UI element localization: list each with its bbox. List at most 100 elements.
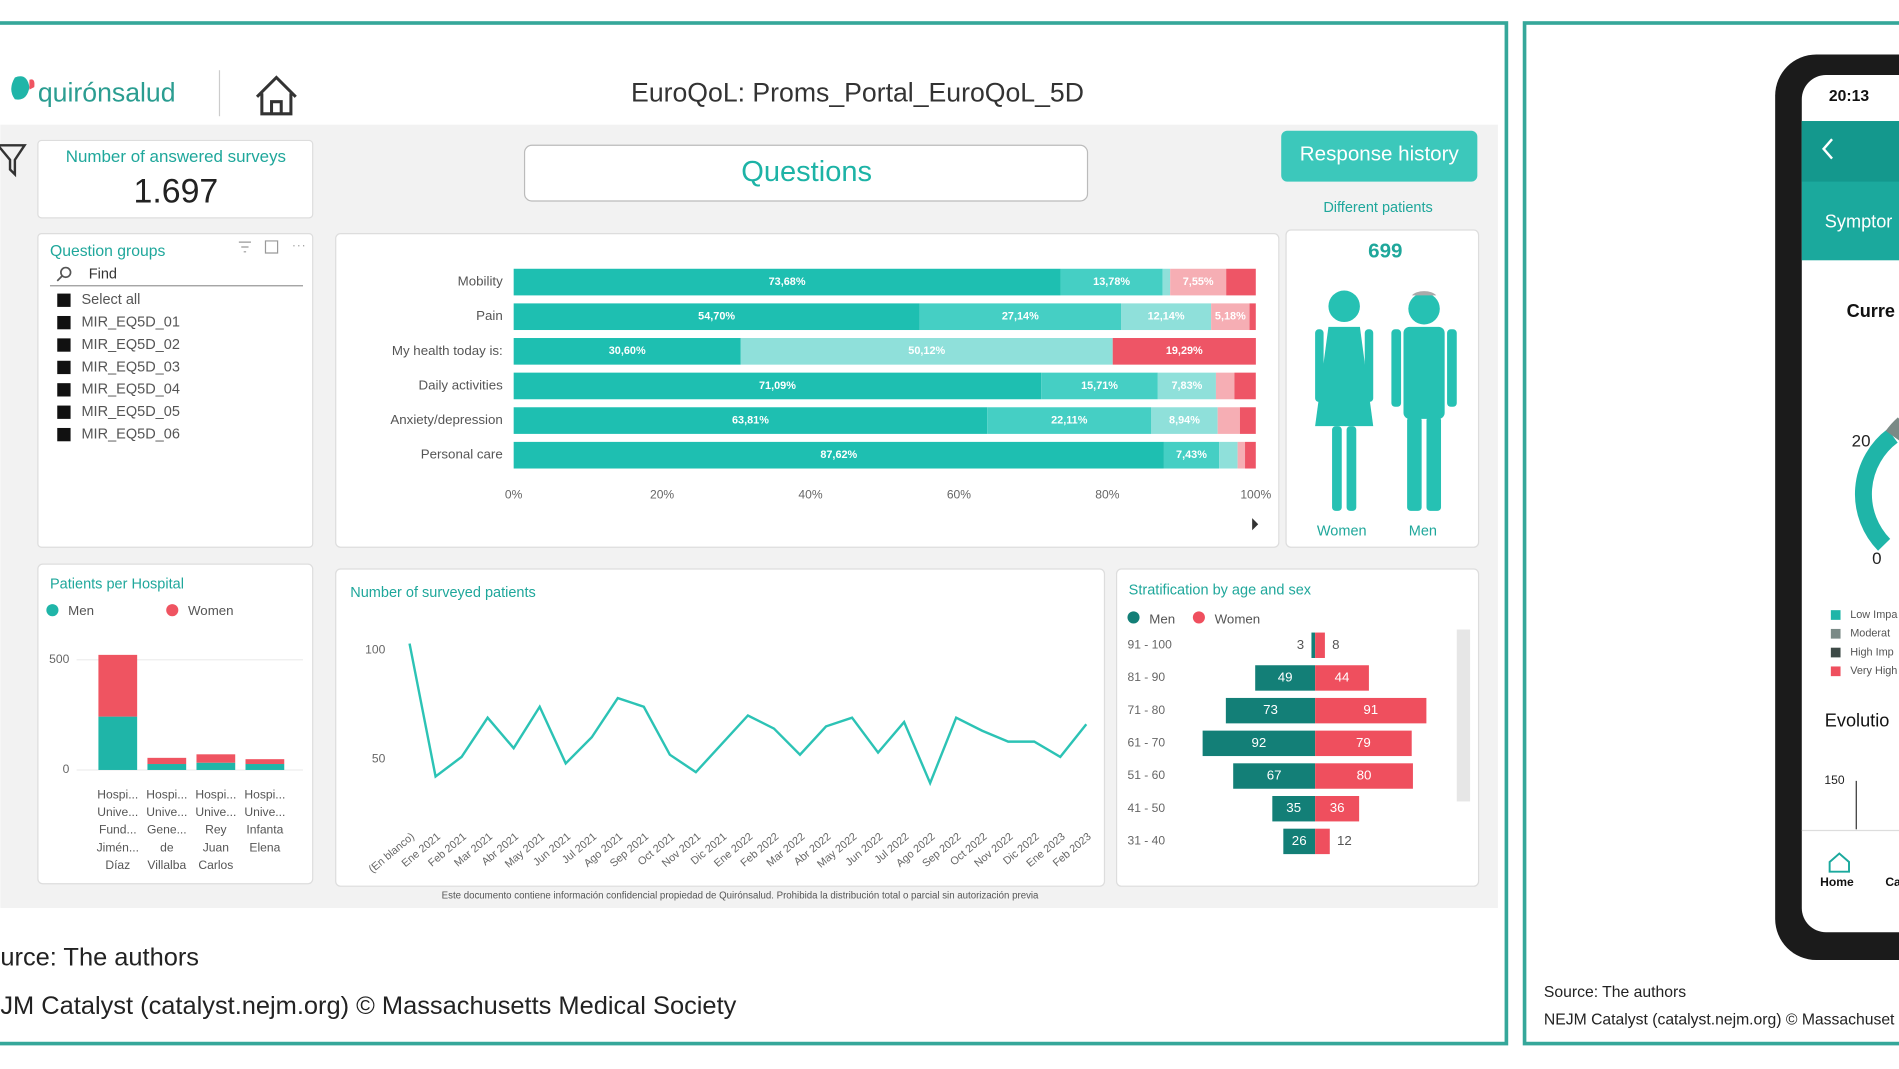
question-groups-panel	[37, 233, 314, 548]
nav-home[interactable]: Home	[1820, 875, 1854, 889]
bar-segment	[513, 303, 920, 331]
category-label: 51 - 60	[1127, 768, 1165, 782]
panel-icons[interactable]	[238, 240, 305, 254]
bar-segment	[147, 757, 187, 765]
x-tick-label: de	[160, 840, 174, 854]
x-tick-label: Unive...	[244, 805, 285, 819]
question-group-item[interactable]: MIR_EQ5D_04	[81, 382, 179, 398]
response-history-label: Response history	[1300, 142, 1460, 165]
bar-segment	[1211, 303, 1250, 331]
legend-label: Women	[188, 603, 234, 618]
value-label: 49	[1278, 669, 1293, 684]
bar	[1311, 632, 1316, 658]
men-label: Men	[1409, 523, 1437, 539]
response-history-button[interactable]	[1281, 130, 1478, 182]
legend-label: Low Impa	[1850, 609, 1898, 621]
question-group-item[interactable]: MIR_EQ5D_02	[81, 337, 179, 353]
question-group-item[interactable]: MIR_EQ5D_01	[81, 314, 179, 330]
category-label: 31 - 40	[1127, 834, 1165, 848]
question-group-item[interactable]: MIR_EQ5D_06	[81, 426, 179, 442]
value-label: 7,55%	[1183, 276, 1214, 288]
question-group-item[interactable]: Select all	[81, 292, 140, 308]
patient-count: 699	[1368, 239, 1402, 262]
line	[408, 643, 1088, 787]
bar-segment	[1170, 268, 1227, 296]
legend-swatch	[1830, 628, 1841, 639]
logo-mark	[29, 79, 35, 90]
x-tick-label: Hospi...	[244, 788, 285, 802]
y-tick-label: 100	[365, 642, 385, 656]
question-group-item[interactable]: MIR_EQ5D_05	[81, 404, 179, 420]
bar-segment	[1163, 441, 1220, 469]
bar-segment	[1237, 441, 1246, 469]
legend-swatch	[1830, 647, 1841, 658]
checkbox[interactable]	[57, 360, 71, 375]
nav-home-icon[interactable]	[1828, 852, 1850, 873]
question-groups-title: Question groups	[50, 243, 165, 260]
back-icon[interactable]	[1821, 138, 1833, 160]
checkbox[interactable]	[57, 383, 71, 397]
x-tick-label: Villalba	[147, 858, 186, 872]
x-tick-label: Unive...	[195, 805, 236, 819]
value-label: 19,29%	[1166, 345, 1203, 357]
bar-segment	[513, 268, 1061, 296]
value-label: 5,18%	[1215, 311, 1246, 323]
phone-evolution: Evolutio	[1825, 710, 1890, 730]
legend-label: Men	[1149, 611, 1175, 626]
checkbox[interactable]	[57, 427, 71, 442]
scroll-arrow[interactable]	[1252, 518, 1259, 531]
legend-label: Women	[1215, 611, 1261, 626]
category-label: Anxiety/depression	[390, 412, 502, 427]
bar-segment	[1151, 407, 1218, 434]
checkbox[interactable]	[57, 315, 71, 330]
category-label: 91 - 100	[1127, 637, 1172, 651]
bar	[1315, 795, 1360, 822]
x-tick-label: Hospi...	[146, 788, 187, 802]
category-label: 71 - 80	[1127, 703, 1165, 717]
chart-title: Stratification by age and sex	[1129, 583, 1312, 599]
checkbox[interactable]	[57, 293, 71, 307]
value-label: 15,71%	[1081, 380, 1118, 392]
man-figure	[1391, 291, 1457, 511]
nav-item[interactable]: Ca	[1885, 875, 1899, 889]
bar	[1315, 730, 1412, 757]
scrollbar[interactable]	[1456, 629, 1471, 802]
checkbox[interactable]	[57, 405, 71, 419]
value-label: 3	[1297, 637, 1304, 652]
bar-segment	[1112, 338, 1256, 365]
value-label: 27,14%	[1002, 311, 1039, 323]
bar-segment	[740, 338, 1113, 365]
legend-label: Men	[68, 603, 94, 618]
category-label: 61 - 70	[1127, 736, 1165, 750]
phone-tab[interactable]: Symptor	[1825, 212, 1893, 232]
question-group-item[interactable]: MIR_EQ5D_03	[81, 359, 179, 375]
value-label: 44	[1335, 669, 1350, 684]
women-label: Women	[1317, 523, 1367, 539]
filter-icon[interactable]	[0, 144, 27, 178]
phone-screen	[1801, 75, 1899, 933]
gauge-label: 20	[1852, 431, 1871, 450]
questions-button[interactable]	[523, 144, 1089, 202]
legend-label: High Imp	[1850, 646, 1894, 658]
bar-segment	[513, 372, 1042, 400]
value-label: 54,70%	[698, 311, 735, 323]
bar-segment	[1226, 268, 1256, 296]
bar-segment	[1217, 407, 1240, 434]
category-label: Mobility	[458, 274, 503, 289]
checkbox[interactable]	[57, 338, 71, 352]
legend-swatch	[1830, 610, 1841, 620]
phone-legend: Low Impa Moderat High Imp Very High	[1830, 609, 1898, 677]
x-tick-label: Hospi...	[195, 788, 236, 802]
search-input[interactable]: Find	[89, 267, 117, 283]
value-label: 50,12%	[908, 345, 945, 357]
kpi-card	[37, 139, 314, 219]
x-tick-label: 0%	[505, 487, 523, 501]
search-icon	[60, 266, 72, 279]
logo-mark	[11, 76, 30, 100]
phone-topbar	[1801, 121, 1899, 182]
home-icon[interactable]	[255, 75, 297, 116]
bar-segment	[1121, 303, 1212, 331]
bar-segment	[196, 762, 236, 770]
